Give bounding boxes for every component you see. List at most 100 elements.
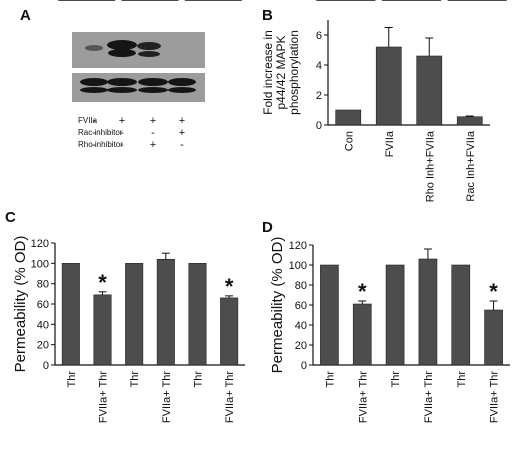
x-tick-label: Rac Inh+FVIIa bbox=[465, 130, 477, 202]
x-tick-label: Thr bbox=[456, 371, 468, 388]
x-tick-label: FVIIa+ Thr bbox=[423, 371, 435, 423]
y-axis-title: p44/42 MAPK bbox=[274, 35, 288, 109]
y-tick-label: 40 bbox=[37, 319, 49, 331]
x-tick-label: Thr bbox=[390, 371, 402, 388]
treatment-sign: - bbox=[92, 127, 96, 139]
panel-c-letter: C bbox=[5, 209, 16, 226]
y-tick-label: 60 bbox=[295, 300, 307, 312]
panel-a: A FVIIa- + + +Rac inhibitor- - - +Rho inhibito… bbox=[20, 7, 205, 151]
x-tick-label: Thr bbox=[66, 371, 78, 388]
x-tick-label: FVIIa bbox=[384, 130, 396, 157]
blot-band bbox=[107, 40, 137, 50]
x-tick-label: FVIIa+ Thr bbox=[161, 371, 173, 423]
blot-band bbox=[107, 87, 137, 93]
bar bbox=[385, 264, 405, 366]
significance-star: * bbox=[98, 270, 107, 295]
treatment-sign: + bbox=[150, 139, 156, 151]
blot-band bbox=[168, 87, 196, 93]
treatment-sign: - bbox=[92, 115, 96, 127]
treatment-label: Rac inhibitor bbox=[78, 128, 123, 137]
panel-b: B 0 2 4 6 Fold increase in p44/42 MAPK phospho… bbox=[261, 7, 490, 202]
group-label: Rho DN bbox=[456, 0, 499, 3]
y-tick-label: 4 bbox=[316, 60, 322, 72]
treatment-sign: + bbox=[150, 115, 156, 127]
group-label: Con bbox=[76, 0, 98, 3]
significance-star: * bbox=[489, 279, 498, 304]
y-tick-label: 120 bbox=[31, 238, 49, 250]
blot-band bbox=[80, 78, 108, 86]
bar bbox=[188, 263, 207, 366]
treatment-sign: - bbox=[120, 127, 124, 139]
blot-band bbox=[107, 78, 137, 86]
y-axis-title: Permeability (% OD) bbox=[269, 237, 286, 374]
treatment-sign: + bbox=[179, 127, 185, 139]
bar bbox=[451, 264, 471, 366]
y-tick-label: 120 bbox=[289, 240, 307, 252]
group-label: RacDN bbox=[392, 0, 431, 3]
x-tick-label: Rho Inh+FVIIa bbox=[424, 130, 436, 202]
x-tick-label: Con bbox=[343, 131, 355, 151]
group-label: Rho Inh bbox=[192, 0, 234, 3]
bar bbox=[61, 263, 80, 366]
panel-d-letter: D bbox=[262, 219, 273, 236]
bar bbox=[320, 264, 339, 366]
blot-band bbox=[138, 78, 168, 86]
group-label: Rac Inh bbox=[129, 0, 170, 3]
y-tick-label: 20 bbox=[37, 340, 49, 352]
y-tick-label: 100 bbox=[289, 260, 307, 272]
y-tick-label: 60 bbox=[37, 299, 49, 311]
treatment-table: FVIIa- + + +Rac inhibitor- - - +Rho inhibitor-… bbox=[78, 115, 185, 151]
y-tick-label: 0 bbox=[316, 120, 322, 132]
blot-band bbox=[85, 45, 103, 51]
y-tick-label: 20 bbox=[295, 340, 307, 352]
y-tick-label: 80 bbox=[295, 280, 307, 292]
y-tick-label: 2 bbox=[316, 90, 322, 102]
blot-band bbox=[137, 42, 161, 50]
treatment-label: FVIIa bbox=[78, 116, 98, 125]
y-tick-label: 6 bbox=[316, 30, 322, 42]
x-tick-label: FVIIa+ Thr bbox=[224, 371, 236, 423]
blot-band bbox=[138, 51, 160, 57]
significance-star: * bbox=[225, 274, 234, 299]
blot-band bbox=[138, 87, 168, 93]
x-tick-label: Thr bbox=[129, 371, 141, 388]
bar bbox=[93, 294, 112, 366]
treatment-sign: + bbox=[119, 115, 125, 127]
bar bbox=[418, 258, 438, 366]
treatment-sign: - bbox=[180, 139, 184, 151]
treatment-sign: - bbox=[92, 139, 96, 151]
x-tick-label: Thr bbox=[193, 371, 205, 388]
bar bbox=[456, 116, 483, 126]
blot-band bbox=[80, 87, 108, 93]
panel-b-letter: B bbox=[262, 7, 273, 24]
y-axis-title: phosphorylation bbox=[287, 30, 301, 115]
y-tick-label: 0 bbox=[43, 360, 49, 372]
y-tick-label: 80 bbox=[37, 279, 49, 291]
treatment-sign: - bbox=[120, 139, 124, 151]
chart-b: 0 2 4 6 Fold increase in p44/42 MAPK phosphory… bbox=[261, 20, 490, 202]
treatment-label: Rho inhibitor bbox=[78, 140, 123, 149]
y-tick-label: 100 bbox=[31, 258, 49, 270]
bar bbox=[220, 297, 239, 366]
y-tick-label: 0 bbox=[301, 360, 307, 372]
x-tick-label: Thr bbox=[324, 371, 336, 388]
bar bbox=[335, 109, 362, 126]
bar bbox=[375, 46, 402, 126]
treatment-sign: + bbox=[179, 115, 185, 127]
treatment-sign: - bbox=[151, 127, 155, 139]
blot-band bbox=[168, 78, 196, 86]
bar bbox=[352, 303, 372, 366]
panel-a-letter: A bbox=[20, 7, 31, 24]
group-label: Con bbox=[335, 0, 357, 3]
y-axis-title: Permeability (% OD) bbox=[12, 236, 29, 373]
x-tick-label: FVIIa+ Thr bbox=[489, 371, 501, 423]
x-tick-label: FVIIa+ Thr bbox=[357, 371, 369, 423]
bar bbox=[156, 258, 175, 366]
significance-star: * bbox=[358, 279, 367, 304]
y-tick-label: 40 bbox=[295, 320, 307, 332]
